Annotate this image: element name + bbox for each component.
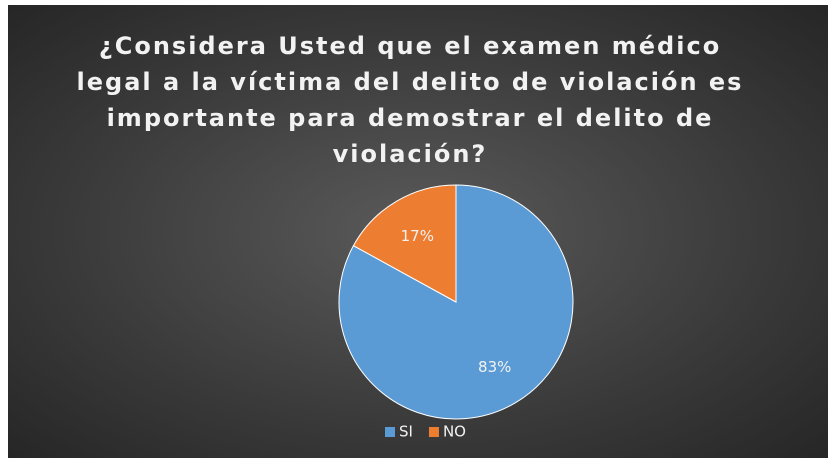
legend-label: SI	[399, 423, 413, 441]
chart-title: ¿Considera Usted que el examen médico le…	[76, 32, 744, 168]
legend-swatch	[428, 427, 439, 437]
legend-swatch	[385, 427, 395, 437]
data-label: 17%	[401, 227, 434, 245]
pie-slice	[352, 184, 457, 303]
legend-label: NO	[443, 423, 466, 441]
data-label: 83%	[478, 358, 511, 376]
